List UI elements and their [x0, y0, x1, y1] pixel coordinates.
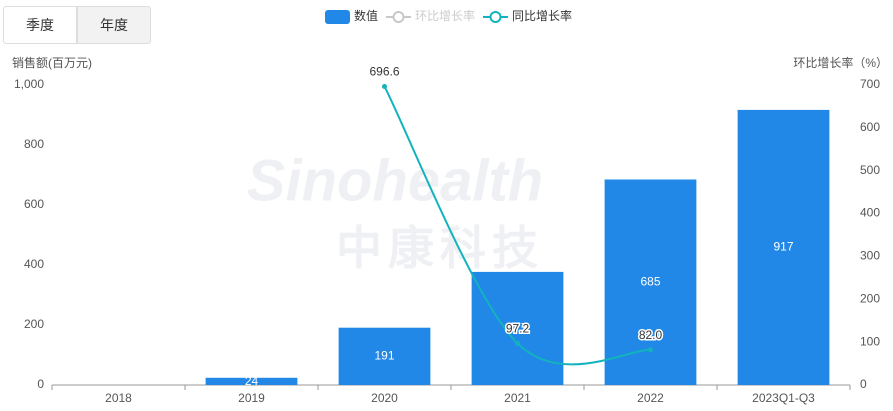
y2-tick-label: 300 [860, 249, 880, 263]
y-axis-label: 销售额(百万元) [12, 55, 92, 70]
point [648, 347, 653, 353]
line-label: 82.0 [639, 328, 663, 342]
bar-label: 917 [773, 240, 793, 254]
y2-tick-label: 0 [860, 377, 867, 391]
legend-swatch [325, 10, 350, 24]
y-tick-label: 1,000 [14, 77, 44, 91]
y-tick-label: 400 [24, 257, 44, 271]
bar [471, 271, 564, 385]
tab[interactable]: 年度 [77, 6, 151, 44]
point [515, 340, 520, 346]
watermark: Sinohealth [247, 148, 543, 213]
y2-tick-label: 100 [860, 334, 880, 348]
y2-tick-label: 200 [860, 291, 880, 305]
y2-tick-label: 400 [860, 206, 880, 220]
x-tick-label: 2022 [637, 391, 664, 405]
bar-label: 685 [640, 274, 660, 288]
legend-swatch [489, 11, 502, 23]
y2-tick-label: 500 [860, 163, 880, 177]
bar [737, 109, 830, 386]
legend-item[interactable]: 数值 [325, 8, 378, 24]
legend-label: 数值 [354, 8, 378, 23]
legend-swatch [392, 11, 405, 23]
x-tick-label: 2020 [371, 391, 398, 405]
line-label: 696.6 [369, 65, 399, 79]
watermark: 中康科技 [336, 222, 544, 274]
line-label: 97.2 [506, 322, 530, 336]
legend-item[interactable]: 环比增长率 [386, 8, 475, 23]
bar-label: 377 [507, 321, 527, 335]
x-tick-label: 2019 [238, 391, 265, 405]
x-tick-label: 2023Q1-Q3 [752, 391, 815, 405]
y2-axis-label: 环比增长率（%） [793, 55, 888, 70]
legend-label: 同比增长率 [512, 8, 572, 23]
bar [338, 327, 431, 385]
legend-label: 环比增长率 [415, 8, 475, 23]
legend-item[interactable]: 同比增长率 [483, 8, 572, 23]
y-tick-label: 800 [24, 137, 44, 151]
y2-tick-label: 600 [860, 120, 880, 134]
y-tick-label: 200 [24, 317, 44, 331]
x-tick-label: 2021 [504, 391, 531, 405]
bar-label: 191 [374, 349, 394, 363]
line [383, 85, 651, 366]
tab[interactable]: 季度 [3, 6, 77, 44]
y-tick-label: 0 [37, 377, 44, 391]
y-tick-label: 600 [24, 197, 44, 211]
bar-label: 24 [245, 374, 259, 388]
bar [205, 377, 298, 385]
x-tick-label: 2018 [105, 391, 132, 405]
y2-tick-label: 700 [860, 77, 880, 91]
point [382, 83, 387, 89]
